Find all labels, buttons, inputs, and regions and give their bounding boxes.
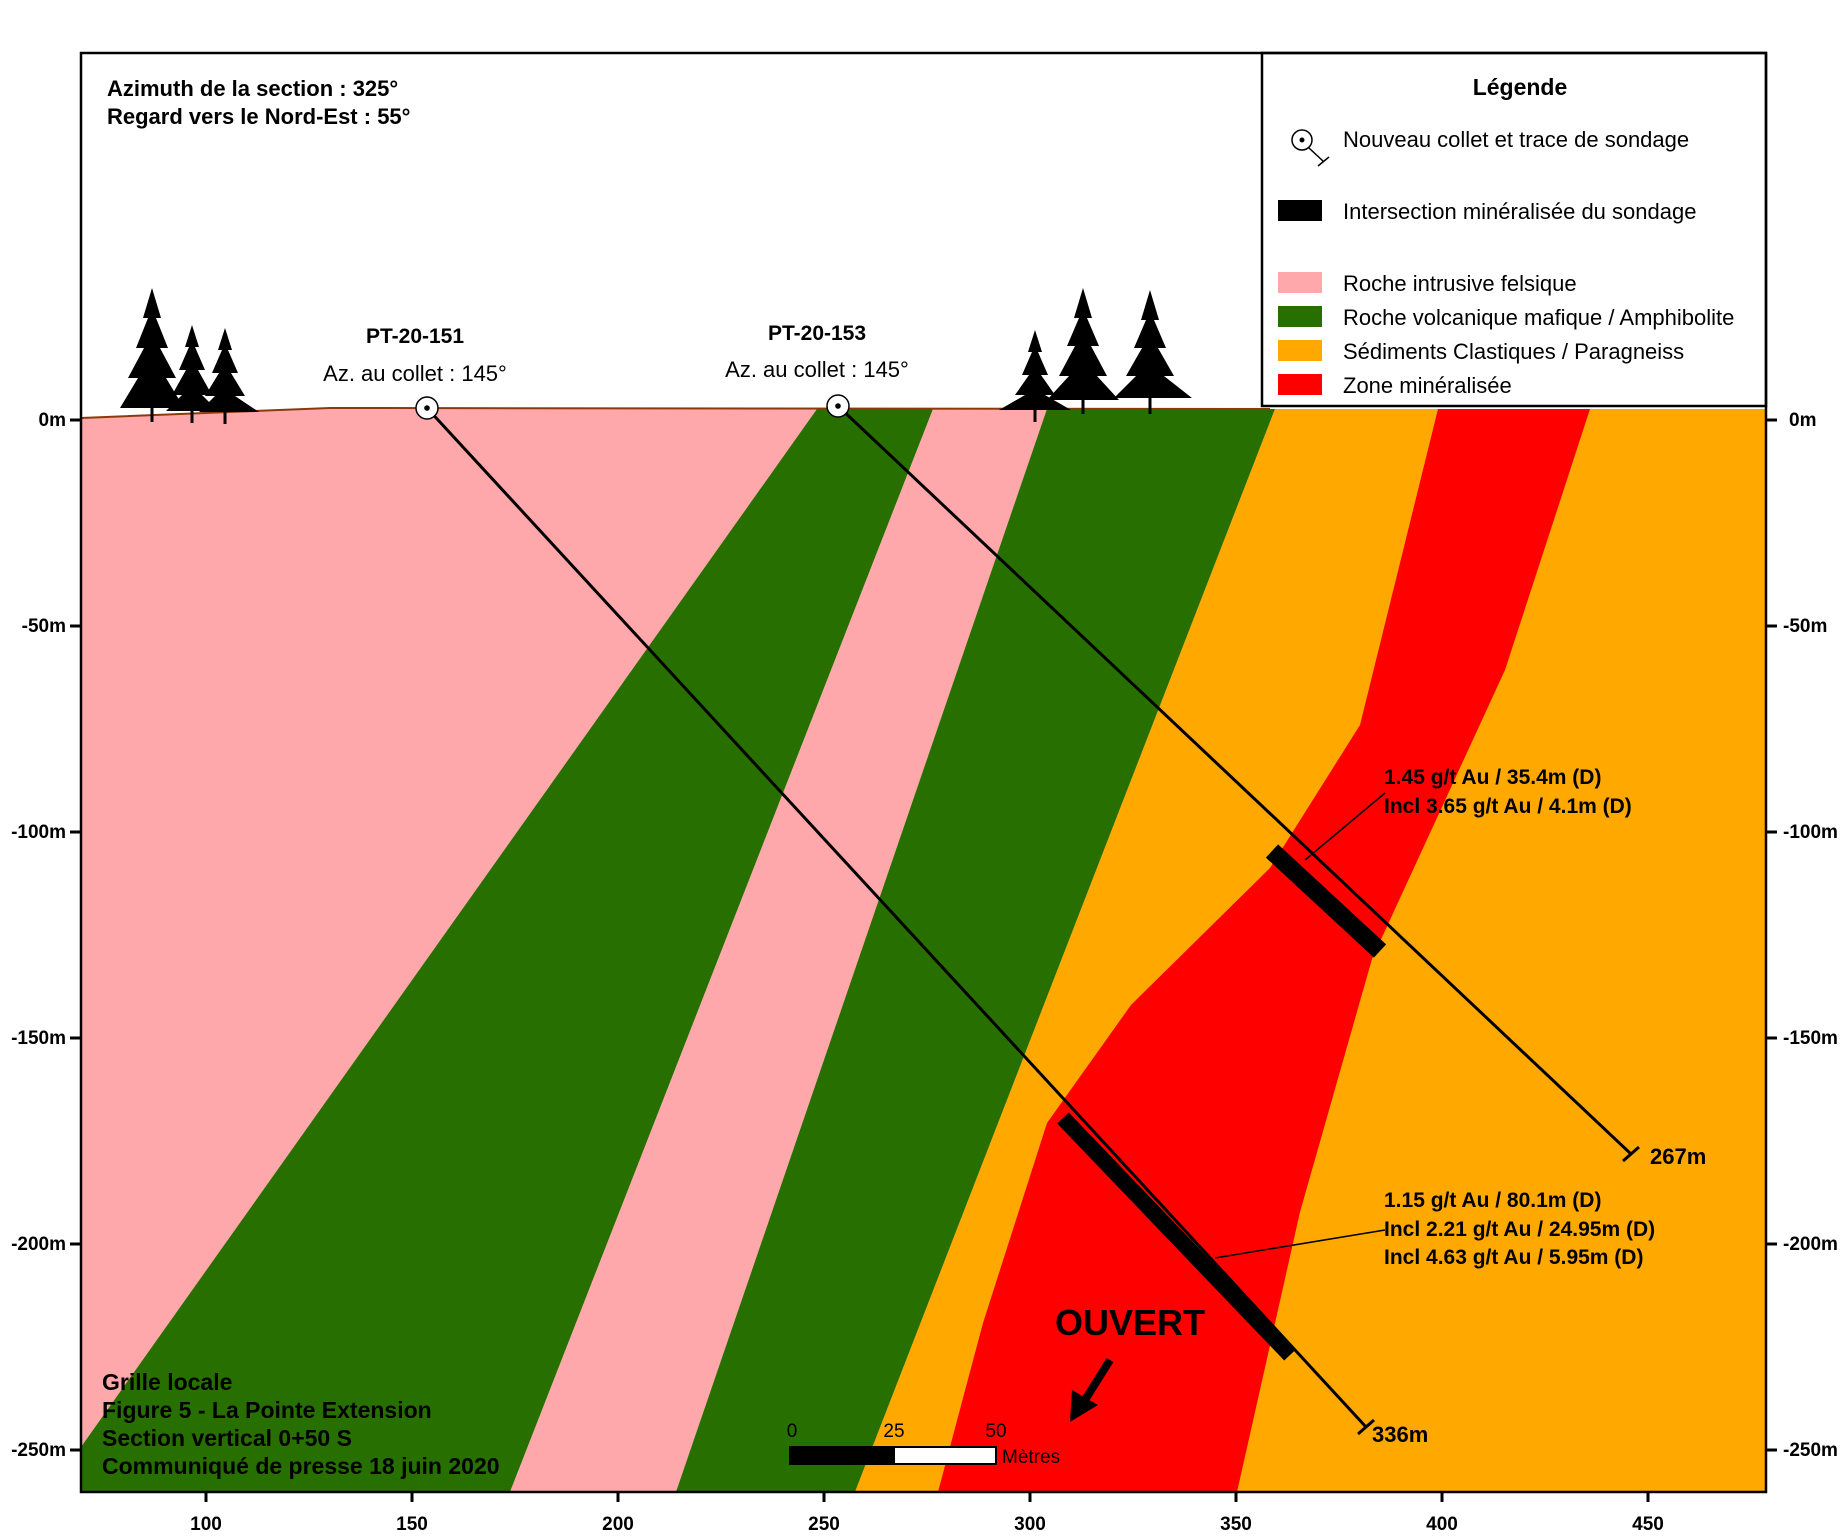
x-tick-label: 450	[1632, 1514, 1664, 1535]
collar-icon-pt-20-153	[826, 394, 850, 418]
footer-line: Grille locale	[102, 1369, 232, 1395]
geology-units	[81, 408, 1766, 1492]
mineralized-zone	[938, 409, 1590, 1492]
legend-swatch-sediment	[1278, 340, 1322, 361]
x-tick-label: 100	[190, 1514, 222, 1535]
y-axis-left: 0m -50m -100m -150m -200m -250m	[11, 410, 81, 1461]
open-label: OUVERT	[1055, 1302, 1205, 1343]
intercepts-pt-20-153: 1.45 g/t Au / 35.4m (D) Incl 3.65 g/t Au…	[1384, 766, 1632, 818]
intercept-text: 1.45 g/t Au / 35.4m (D)	[1384, 766, 1601, 789]
footer-line: Communiqué de presse 18 juin 2020	[102, 1453, 500, 1479]
y-tick-label: -50m	[1783, 616, 1827, 637]
y-tick-label: -100m	[11, 822, 66, 843]
scale-tick-0: 0	[787, 1421, 798, 1442]
tree-icon	[999, 330, 1071, 422]
tree-icon	[1047, 288, 1119, 414]
x-tick-label: 300	[1014, 1514, 1046, 1535]
felsic-band-central	[510, 409, 1047, 1492]
tree-icon	[166, 325, 218, 423]
section-azimuth: Azimuth de la section : 325°	[107, 76, 398, 101]
mafic-band-west	[81, 409, 933, 1492]
x-axis: 100 150 200 250 300 350 400 450	[190, 1492, 1664, 1535]
end-depth-pt-20-153: 267m	[1650, 1144, 1706, 1169]
open-arrow-icon	[1070, 1357, 1114, 1422]
y-tick-label: -50m	[22, 616, 66, 637]
legend-label-collar: Nouveau collet et trace de sondage	[1343, 127, 1689, 152]
legend-label-intersection: Intersection minéralisée du sondage	[1343, 199, 1696, 224]
hole-azimuth-pt-20-151: Az. au collet : 145°	[323, 361, 507, 386]
scale-tick-25: 25	[883, 1421, 904, 1442]
legend-collar-icon	[1291, 129, 1330, 167]
y-tick-label: -150m	[1783, 1028, 1838, 1049]
legend-label-mineralized: Zone minéralisée	[1343, 373, 1512, 398]
scale-unit: Mètres	[1002, 1447, 1060, 1468]
x-tick-label: 350	[1220, 1514, 1252, 1535]
topography-line	[80, 406, 1271, 419]
y-tick-label: -250m	[1783, 1440, 1838, 1461]
tree-icon	[199, 328, 259, 424]
tree-group-east	[999, 288, 1192, 422]
legend-title: Légende	[1473, 74, 1568, 100]
scale-tick-50: 50	[985, 1421, 1006, 1442]
legend-label-sediment: Sédiments Clastiques / Paragneiss	[1343, 339, 1684, 364]
intercept-text: 1.15 g/t Au / 80.1m (D)	[1384, 1189, 1601, 1212]
y-tick-label: -150m	[11, 1028, 66, 1049]
intercepts-pt-20-151: 1.15 g/t Au / 80.1m (D) Incl 2.21 g/t Au…	[1384, 1189, 1655, 1269]
section-view: Regard vers le Nord-Est : 55°	[107, 104, 410, 129]
intercept-leader-pt-20-151	[1214, 1229, 1386, 1259]
footer-block: Grille locale Figure 5 - La Pointe Exten…	[102, 1369, 500, 1479]
collar-icon-pt-20-151	[415, 396, 439, 420]
mineralized-intersection-pt-20-153	[1265, 844, 1387, 958]
drill-trace-pt-20-151	[425, 406, 1368, 1429]
scale-bar: 0 25 50 Mètres	[787, 1421, 1060, 1468]
x-tick-label: 400	[1426, 1514, 1458, 1535]
end-depth-pt-20-151: 336m	[1372, 1422, 1428, 1447]
y-axis-right: 0m -50m -100m -150m -200m -250m	[1766, 410, 1838, 1461]
x-tick-label: 150	[396, 1514, 428, 1535]
tree-group-west	[120, 288, 259, 424]
legend-swatch-mafic	[1278, 306, 1322, 327]
y-tick-label: 0m	[1789, 410, 1816, 431]
footer-line: Section vertical 0+50 S	[102, 1425, 352, 1451]
mafic-band-east	[676, 409, 1275, 1492]
legend-swatch-mineralized	[1278, 374, 1322, 395]
hole-name-pt-20-153: PT-20-153	[768, 322, 866, 345]
x-tick-label: 200	[602, 1514, 634, 1535]
x-tick-label: 250	[808, 1514, 840, 1535]
legend: Légende Nouveau collet et trace de sonda…	[1260, 51, 1768, 408]
mineralized-intersection-pt-20-151	[1057, 1112, 1296, 1361]
y-tick-label: 0m	[39, 410, 66, 431]
intercept-text: Incl 3.65 g/t Au / 4.1m (D)	[1384, 795, 1632, 818]
legend-bar-swatch	[1278, 200, 1322, 221]
y-tick-label: -250m	[11, 1440, 66, 1461]
y-tick-label: -100m	[1783, 822, 1838, 843]
drill-end-tick-pt-20-153	[1622, 1145, 1640, 1163]
intercept-leader-pt-20-153	[1304, 792, 1386, 861]
footer-line: Figure 5 - La Pointe Extension	[102, 1397, 432, 1423]
legend-swatch-felsic	[1278, 272, 1322, 293]
drill-end-tick-pt-20-151	[1357, 1418, 1375, 1436]
y-tick-label: -200m	[1783, 1234, 1838, 1255]
hole-name-pt-20-151: PT-20-151	[366, 325, 464, 348]
legend-label-mafic: Roche volcanique mafique / Amphibolite	[1343, 305, 1734, 330]
intercept-text: Incl 4.63 g/t Au / 5.95m (D)	[1384, 1246, 1643, 1269]
map-frame-border	[79, 51, 1768, 1494]
intercept-text: Incl 2.21 g/t Au / 24.95m (D)	[1384, 1218, 1655, 1241]
tree-icon	[1114, 290, 1192, 414]
drill-trace-pt-20-153	[836, 404, 1633, 1156]
y-tick-label: -200m	[11, 1234, 66, 1255]
legend-label-felsic: Roche intrusive felsique	[1343, 271, 1577, 296]
hole-azimuth-pt-20-153: Az. au collet : 145°	[725, 357, 909, 382]
tree-icon	[120, 288, 184, 422]
